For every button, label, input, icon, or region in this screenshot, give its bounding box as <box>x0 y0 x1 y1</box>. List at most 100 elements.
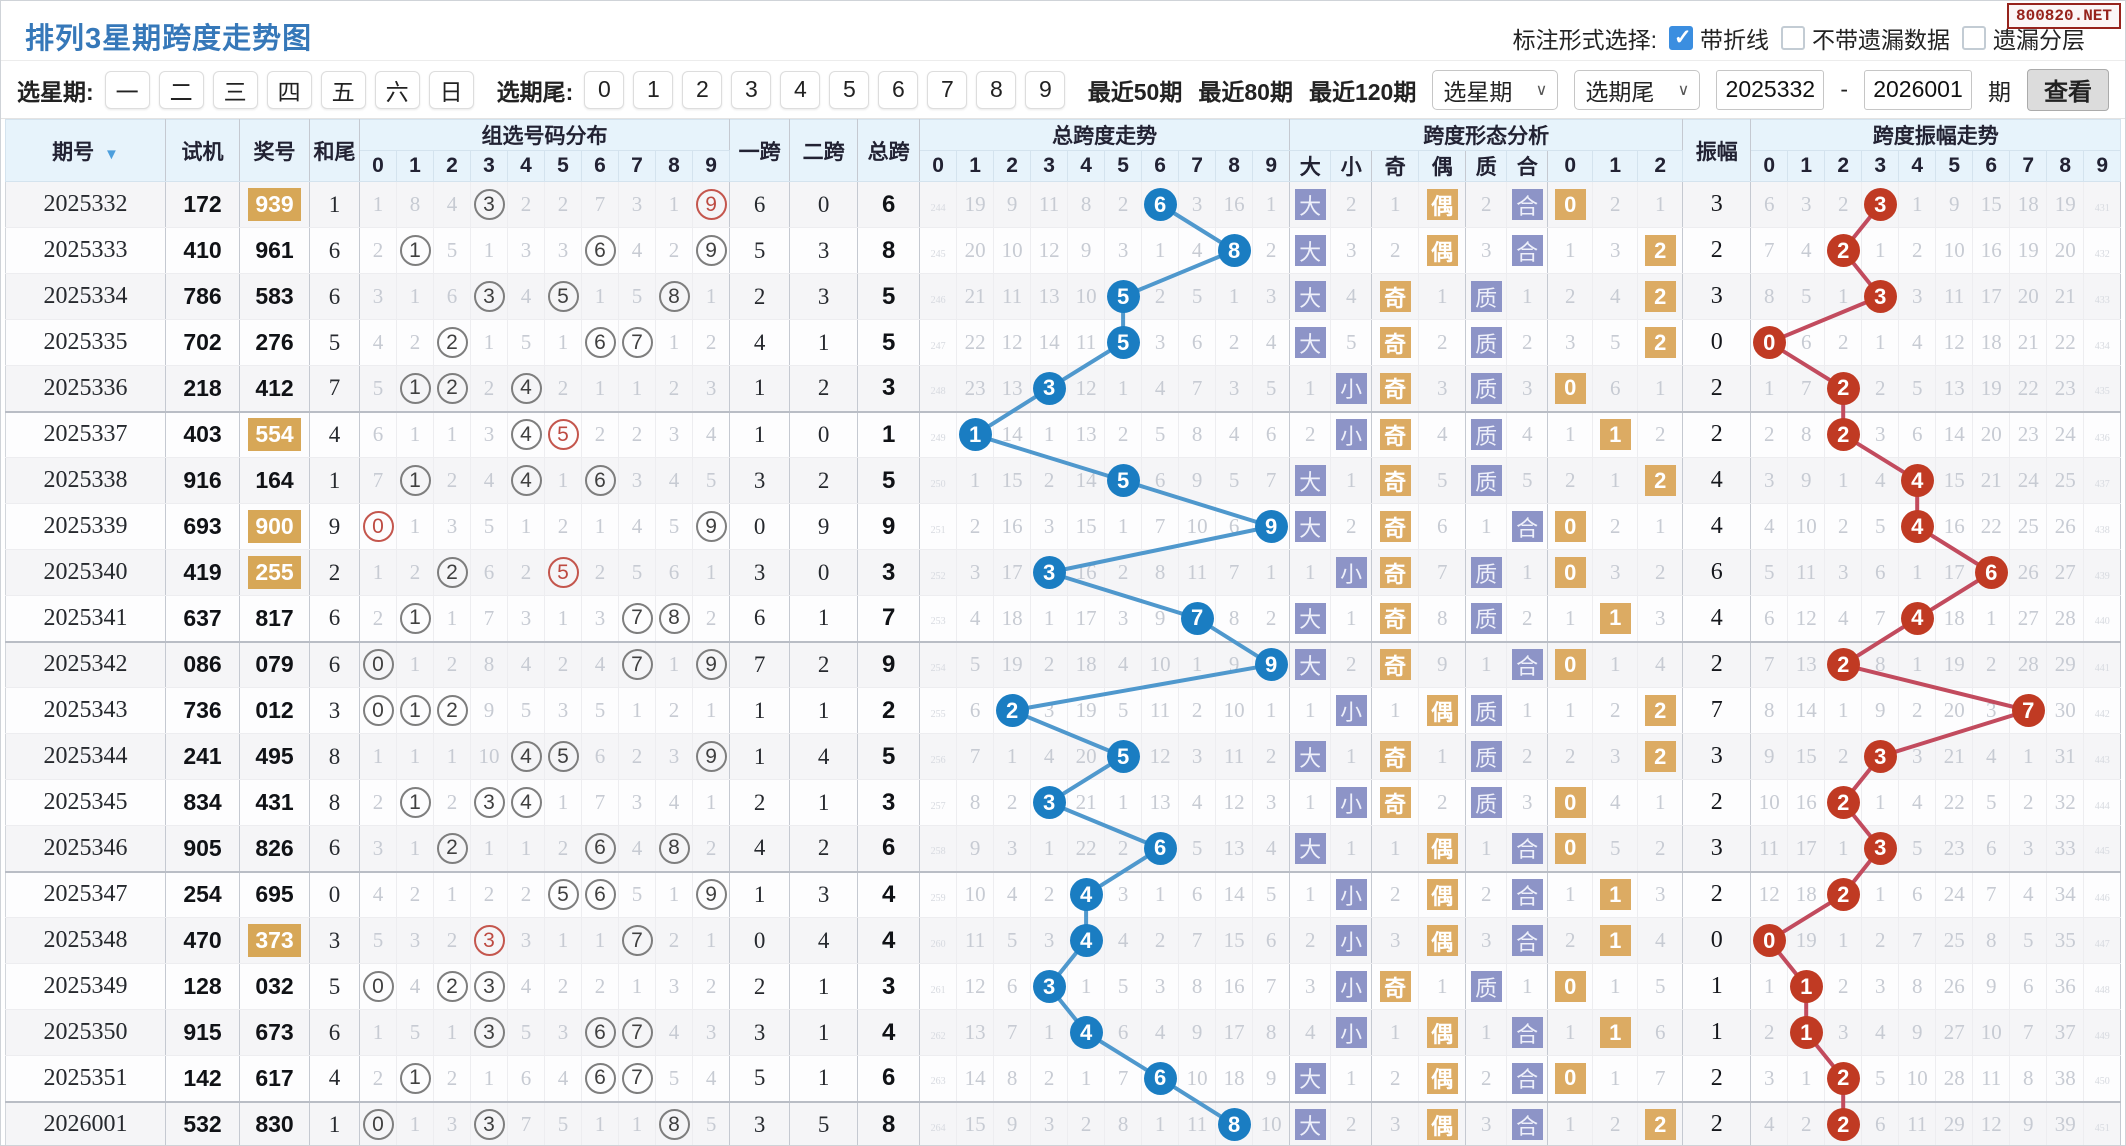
cell-dist-8: 1 <box>655 641 693 688</box>
cell-trend-5: 4 <box>1104 641 1143 688</box>
cell-trend-8: 18 <box>1215 1055 1254 1103</box>
cell-period: 2025350 <box>5 1009 166 1056</box>
recent-50-link[interactable]: 最近50期 <box>1087 78 1183 105</box>
recent-120-link[interactable]: 最近120期 <box>1308 78 1417 105</box>
cell-period: 2025334 <box>5 273 166 320</box>
cell-trend-3: 3 <box>1030 779 1069 826</box>
cell-amp-5: 12 <box>1935 319 1974 366</box>
cell-amp-7: 28 <box>2009 641 2048 688</box>
week-button-group: 一二三四五六日 <box>104 70 474 109</box>
cell-trend-4: 14 <box>1067 457 1106 504</box>
recent-80-link[interactable]: 最近80期 <box>1198 78 1293 105</box>
option-no-miss-data[interactable]: 不带遗漏数据 <box>1781 21 1950 55</box>
cell-dist-8: 1 <box>655 319 693 366</box>
cell-trend-6: 1 <box>1141 1101 1180 1145</box>
week-select-dropdown[interactable]: 选星期 ∨ <box>1432 69 1559 110</box>
cell-dist-4: 4 <box>507 641 545 688</box>
cell-dist-1: 5 <box>396 1009 434 1056</box>
sort-icon[interactable]: ▼ <box>103 145 119 163</box>
tail-button-8[interactable]: 8 <box>976 70 1017 109</box>
week-button-六[interactable]: 六 <box>374 70 420 109</box>
miss-layer-checkbox-icon[interactable] <box>1962 26 1986 50</box>
table-row: 2025340 419 255 2 1 2 2 6 2 5 2 5 6 1 3 0 3 252 3 17 3 16 2 8 11… <box>5 549 2122 596</box>
tail-button-7[interactable]: 7 <box>927 70 968 109</box>
cell-amp-3: 1 <box>1861 319 1900 366</box>
week-button-日[interactable]: 日 <box>428 70 474 109</box>
cell-dist-4: 5 <box>507 319 545 366</box>
cell-zongkua: 5 <box>857 319 921 366</box>
cell-amp-0: 6 <box>1750 595 1789 643</box>
cell-dist-3: 3 <box>470 917 508 964</box>
period-to-input[interactable] <box>1864 69 1972 110</box>
cell-amp-2: 4 <box>1824 595 1863 643</box>
view-button[interactable]: 查看 <box>2027 68 2109 111</box>
cell-ou: 8 <box>1418 595 1467 643</box>
cell-zhi: 质 <box>1465 457 1508 504</box>
cell-amp-4: 11 <box>1898 1101 1937 1145</box>
cell-yikua: 1 <box>729 687 791 734</box>
cell-dist-2: 2 <box>433 917 471 964</box>
cell-dist-7: 4 <box>618 227 656 274</box>
cell-amp-3: 3 <box>1861 963 1900 1010</box>
cell-dist-6: 6 <box>581 733 619 780</box>
cell-dist-4: 1 <box>507 503 545 550</box>
cell-dist-5: 1 <box>544 457 582 504</box>
cell-amp-2: 2 <box>1824 641 1863 688</box>
cell-trend-0: 255 <box>919 687 958 734</box>
tail-button-4[interactable]: 4 <box>780 70 821 109</box>
cell-amp-8: 32 <box>2046 779 2085 826</box>
cell-z012-1: 3 <box>1592 227 1639 274</box>
cell-he: 合 <box>1506 1101 1549 1145</box>
cell-trend-6: 2 <box>1141 273 1180 320</box>
cell-z012-1: 2 <box>1592 181 1639 228</box>
cell-da: 大 <box>1289 1101 1332 1145</box>
week-button-四[interactable]: 四 <box>266 70 312 109</box>
cell-he: 2 <box>1506 319 1549 366</box>
cell-amp-5: 17 <box>1935 549 1974 596</box>
cell-da: 大 <box>1289 1055 1332 1103</box>
week-filter-label: 选星期: <box>17 78 94 105</box>
cell-z012-0: 2 <box>1547 457 1594 504</box>
header-period[interactable]: 期号 ▼ <box>5 119 166 182</box>
cell-trend-1: 2 <box>956 503 995 550</box>
week-button-五[interactable]: 五 <box>320 70 366 109</box>
table-row: 2025351 142 617 4 2 1 2 1 6 4 6 7 5 4 5 1 6 263 14 8 2 1 7 6 10 1… <box>5 1055 2122 1103</box>
cell-dist-6: 6 <box>581 871 619 918</box>
cell-dist-4: 2 <box>507 181 545 228</box>
option-miss-layer[interactable]: 遗漏分层 <box>1962 21 2085 55</box>
cell-dist-3: 2 <box>470 871 508 918</box>
week-button-三[interactable]: 三 <box>212 70 258 109</box>
tail-button-9[interactable]: 9 <box>1025 70 1066 109</box>
polyline-checkbox-icon[interactable] <box>1669 25 1693 50</box>
cell-amp-0: 6 <box>1750 181 1789 228</box>
week-button-二[interactable]: 二 <box>158 70 204 109</box>
cell-dist-8: 3 <box>655 411 693 458</box>
week-button-一[interactable]: 一 <box>104 70 150 109</box>
cell-amp-5: 29 <box>1935 1101 1974 1145</box>
cell-trend-7: 6 <box>1178 319 1217 366</box>
cell-ji: 奇 <box>1371 733 1420 780</box>
tail-button-1[interactable]: 1 <box>633 70 674 109</box>
cell-da: 大 <box>1289 641 1332 688</box>
tail-button-2[interactable]: 2 <box>682 70 723 109</box>
cell-dist-2: 6 <box>433 273 471 320</box>
cell-z012-0: 2 <box>1547 733 1594 780</box>
tail-button-6[interactable]: 6 <box>878 70 919 109</box>
tail-button-0[interactable]: 0 <box>584 70 625 109</box>
cell-ou: 偶 <box>1418 1055 1467 1103</box>
cell-trend-8: 12 <box>1215 779 1254 826</box>
cell-xiao: 小 <box>1330 549 1373 596</box>
cell-trend-5: 2 <box>1104 411 1143 458</box>
no-miss-checkbox-icon[interactable] <box>1781 26 1805 50</box>
period-from-input[interactable] <box>1716 69 1825 110</box>
option-polyline[interactable]: 带折线 <box>1669 21 1769 55</box>
tail-button-5[interactable]: 5 <box>829 70 870 109</box>
cell-yikua: 2 <box>729 963 791 1010</box>
cell-z012-2: 4 <box>1637 641 1684 688</box>
cell-dist-3: 3 <box>470 181 508 228</box>
tail-button-3[interactable]: 3 <box>731 70 772 109</box>
cell-he: 2 <box>1506 595 1549 643</box>
cell-z012-2: 2 <box>1637 733 1684 780</box>
cell-amp-0: 2 <box>1750 1009 1789 1056</box>
tail-select-dropdown[interactable]: 选期尾 ∨ <box>1574 69 1701 110</box>
